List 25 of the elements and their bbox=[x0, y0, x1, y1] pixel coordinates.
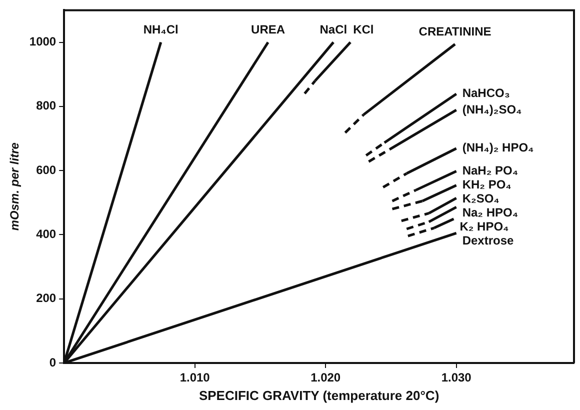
y-axis-title: mOsm. per litre bbox=[8, 142, 22, 231]
series-label: Na₂ HPO₄ bbox=[462, 206, 518, 220]
series-label: K₂ HPO₄ bbox=[460, 220, 510, 234]
series-label: NaHCO₃ bbox=[462, 86, 510, 100]
series-label: NaH₂ PO₄ bbox=[462, 164, 518, 178]
series-label: (NH₄)₂ HPO₄ bbox=[462, 140, 534, 155]
series-label: CREATININE bbox=[418, 24, 492, 39]
x-axis-title: SPECIFIC GRAVITY (temperature 20°C) bbox=[198, 388, 440, 403]
series-label: NH₄Cl bbox=[143, 22, 178, 37]
x-tick-label: 1.030 bbox=[441, 370, 472, 385]
series-label: KH₂ PO₄ bbox=[462, 178, 512, 192]
x-tick-label: 1.010 bbox=[180, 370, 210, 385]
y-tick-label: 0 bbox=[49, 355, 56, 370]
series-label: Dextrose bbox=[462, 234, 514, 248]
x-tick-label: 1.020 bbox=[310, 370, 341, 385]
y-tick-label: 400 bbox=[36, 227, 56, 242]
series-label: UREA bbox=[251, 22, 286, 37]
y-tick-label: 1000 bbox=[29, 34, 56, 49]
series-label: K₂SO₄ bbox=[462, 192, 500, 206]
y-tick-label: 200 bbox=[36, 291, 56, 306]
y-tick-label: 600 bbox=[36, 162, 56, 177]
series-label: (NH₄)₂SO₄ bbox=[462, 102, 522, 116]
y-tick-label: 800 bbox=[36, 98, 56, 113]
series-label: KCl bbox=[353, 22, 374, 37]
series-label: NaCl bbox=[320, 22, 348, 37]
